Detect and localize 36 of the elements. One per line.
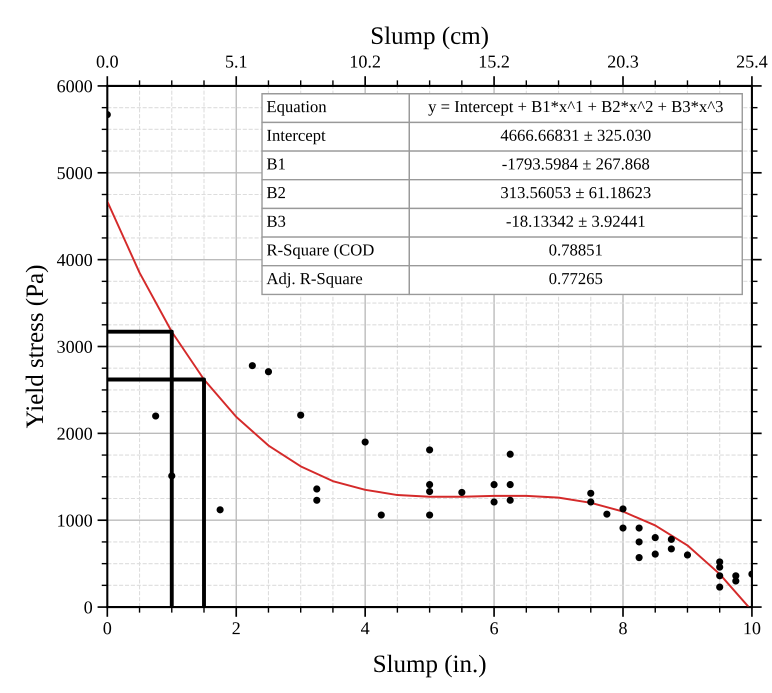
x-tick-label: 0 <box>103 622 112 634</box>
x-axis-title: Slump (in.) <box>374 654 486 678</box>
annotation: -18.13342 ± 3.92441 <box>506 216 645 227</box>
y-tick-label: 6000 <box>57 80 92 92</box>
y-tick-label: 4000 <box>56 254 92 266</box>
x2-axis-title: Slump (cm) <box>372 26 488 50</box>
y-axis-title: Yield stress (Pa) <box>26 266 48 428</box>
annotation: y = Intercept + B1*x^1 + B2*x^2 + B3*x^3 <box>428 101 723 116</box>
x2-tick-label: 15.2 <box>480 56 509 68</box>
y-tick-label: 5000 <box>58 167 92 180</box>
annotation: B2 <box>266 187 285 198</box>
y-tick-label: 3000 <box>57 340 92 353</box>
annotation: 313.56053 ± 61.18623 <box>501 186 651 198</box>
x-tick-label: 6 <box>490 622 498 634</box>
annotation: -1793.5984 ± 267.868 <box>502 158 650 170</box>
annotation: Adj. R-Square <box>266 272 362 288</box>
annotation: 0.77265 <box>549 272 602 284</box>
x-tick-label: 10 <box>744 622 760 634</box>
y-tick-label: 0 <box>84 601 92 614</box>
x2-tick-label: 25.4 <box>736 56 768 68</box>
x-tick-label: 8 <box>619 622 627 634</box>
annotation: Equation <box>266 101 326 116</box>
annotation: 0.78851 <box>549 244 602 256</box>
y-tick-label: 2000 <box>57 428 92 440</box>
x2-tick-label: 20.3 <box>608 55 638 68</box>
x2-tick-label: 5.1 <box>226 56 246 68</box>
x2-tick-label: 0.0 <box>96 55 118 68</box>
annotation: B3 <box>266 216 286 227</box>
annotation: R-Square (COD <box>266 244 374 259</box>
annotation: Intercept <box>267 130 326 144</box>
y-tick-label: 1000 <box>58 514 92 527</box>
x-tick-label: 4 <box>360 622 370 634</box>
annotation: 4666.66831 ± 325.030 <box>500 130 651 141</box>
x-tick-label: 2 <box>232 622 240 634</box>
annotation: B1 <box>266 158 285 170</box>
x2-tick-label: 10.2 <box>350 55 380 68</box>
